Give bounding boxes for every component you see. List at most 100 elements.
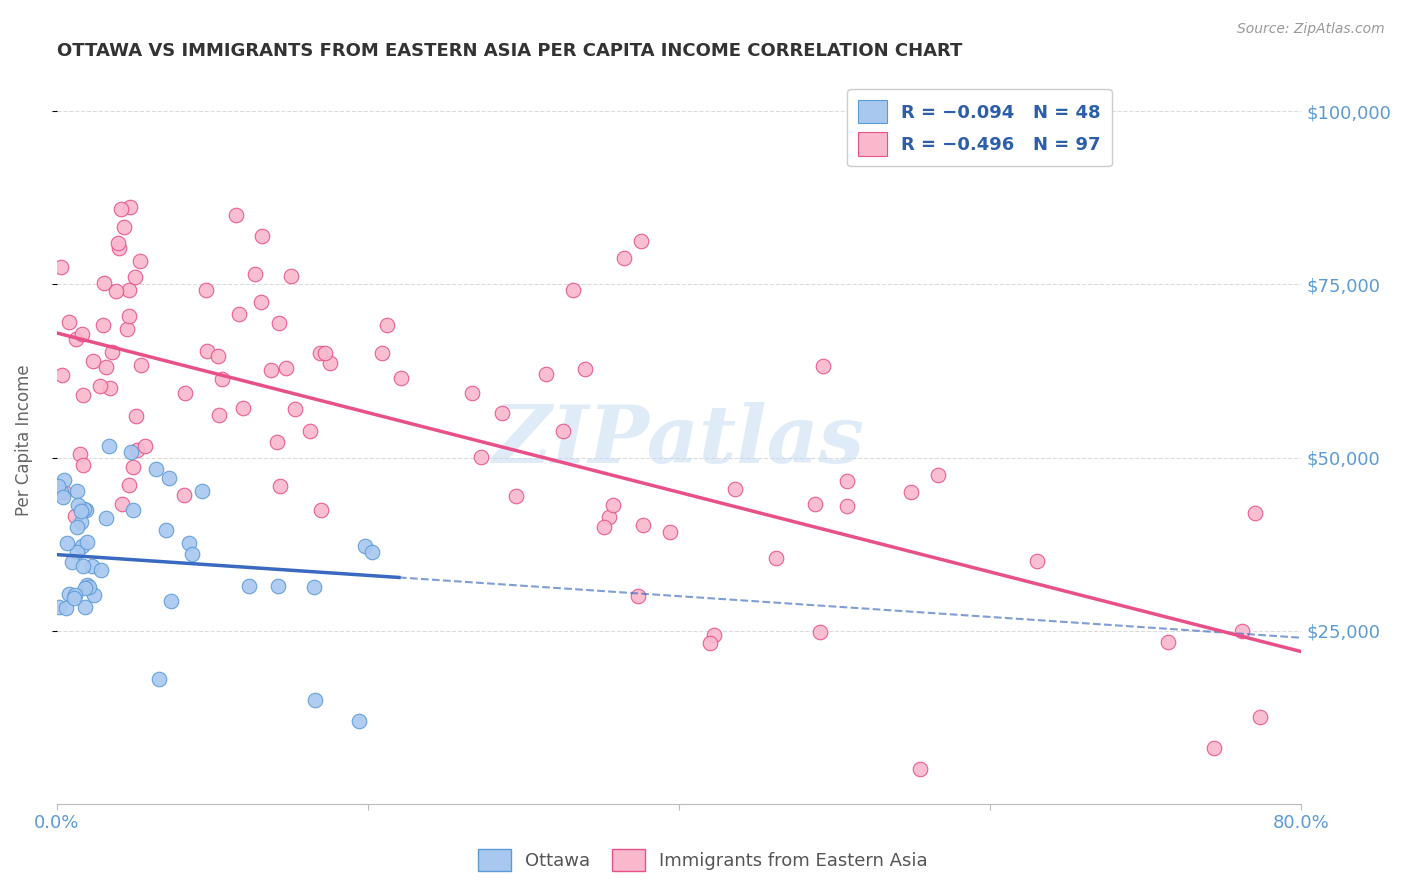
Point: [703, 628, 725, 642]
Point: [118, 283, 141, 297]
Point: [810, 624, 832, 639]
Y-axis label: Per Capita Income: Per Capita Income: [15, 365, 32, 516]
Point: [284, 401, 307, 416]
Point: [72, 388, 94, 402]
Point: [304, 693, 326, 707]
Point: [83, 588, 105, 602]
Point: [267, 317, 290, 331]
Point: [551, 424, 574, 438]
Point: [225, 208, 247, 222]
Point: [63, 509, 86, 524]
Point: [389, 371, 412, 385]
Point: [73, 581, 96, 595]
Point: [76, 578, 98, 592]
Legend: Ottawa, Immigrants from Eastern Asia: Ottawa, Immigrants from Eastern Asia: [471, 842, 935, 879]
Text: OTTAWA VS IMMIGRANTS FROM EASTERN ASIA PER CAPITA INCOME CORRELATION CHART: OTTAWA VS IMMIGRANTS FROM EASTERN ASIA P…: [56, 42, 962, 60]
Point: [613, 251, 636, 265]
Point: [908, 762, 931, 776]
Point: [598, 510, 620, 524]
Point: [112, 220, 135, 235]
Point: [1249, 710, 1271, 724]
Point: [349, 714, 371, 728]
Point: [927, 468, 949, 483]
Point: [1230, 624, 1253, 638]
Point: [1026, 554, 1049, 568]
Point: [659, 524, 682, 539]
Point: [181, 547, 204, 561]
Point: [63, 588, 86, 602]
Point: [354, 539, 377, 553]
Point: [82, 354, 104, 368]
Point: [266, 434, 288, 449]
Point: [70, 504, 93, 518]
Point: [491, 406, 513, 420]
Point: [72, 458, 94, 472]
Point: [55, 535, 77, 549]
Point: [804, 497, 827, 511]
Point: [195, 283, 218, 297]
Point: [51, 260, 73, 274]
Point: [276, 360, 298, 375]
Point: [319, 356, 342, 370]
Point: [122, 459, 145, 474]
Point: [371, 345, 394, 359]
Point: [101, 345, 124, 359]
Point: [155, 523, 177, 537]
Point: [470, 450, 492, 464]
Point: [308, 345, 330, 359]
Point: [129, 254, 152, 268]
Point: [157, 470, 180, 484]
Point: [72, 558, 94, 573]
Point: [208, 408, 231, 422]
Point: [120, 445, 142, 459]
Point: [195, 344, 218, 359]
Point: [207, 349, 229, 363]
Point: [93, 318, 115, 332]
Point: [66, 484, 89, 499]
Point: [70, 326, 93, 341]
Point: [52, 490, 75, 504]
Point: [77, 580, 100, 594]
Point: [260, 363, 283, 377]
Point: [173, 488, 195, 502]
Point: [94, 511, 117, 525]
Point: [94, 360, 117, 375]
Point: [97, 439, 120, 453]
Point: [53, 473, 76, 487]
Point: [46, 479, 69, 493]
Point: [98, 381, 121, 395]
Point: [89, 379, 111, 393]
Point: [75, 502, 97, 516]
Point: [73, 501, 96, 516]
Point: [93, 276, 115, 290]
Point: [765, 551, 787, 566]
Point: [190, 483, 212, 498]
Point: [66, 520, 89, 534]
Point: [90, 563, 112, 577]
Point: [267, 579, 290, 593]
Point: [125, 442, 148, 457]
Point: [269, 479, 291, 493]
Point: [110, 202, 132, 216]
Point: [179, 536, 201, 550]
Point: [174, 386, 197, 401]
Point: [811, 359, 834, 374]
Point: [250, 229, 273, 244]
Point: [309, 503, 332, 517]
Point: [124, 270, 146, 285]
Point: [115, 321, 138, 335]
Point: [67, 498, 90, 512]
Point: [76, 535, 98, 549]
Point: [70, 539, 93, 553]
Point: [238, 579, 260, 593]
Point: [53, 485, 76, 500]
Point: [107, 241, 129, 255]
Point: [134, 439, 156, 453]
Point: [111, 497, 134, 511]
Point: [58, 587, 80, 601]
Point: [145, 462, 167, 476]
Point: [602, 498, 624, 512]
Point: [65, 332, 87, 346]
Point: [51, 368, 73, 382]
Point: [561, 283, 583, 297]
